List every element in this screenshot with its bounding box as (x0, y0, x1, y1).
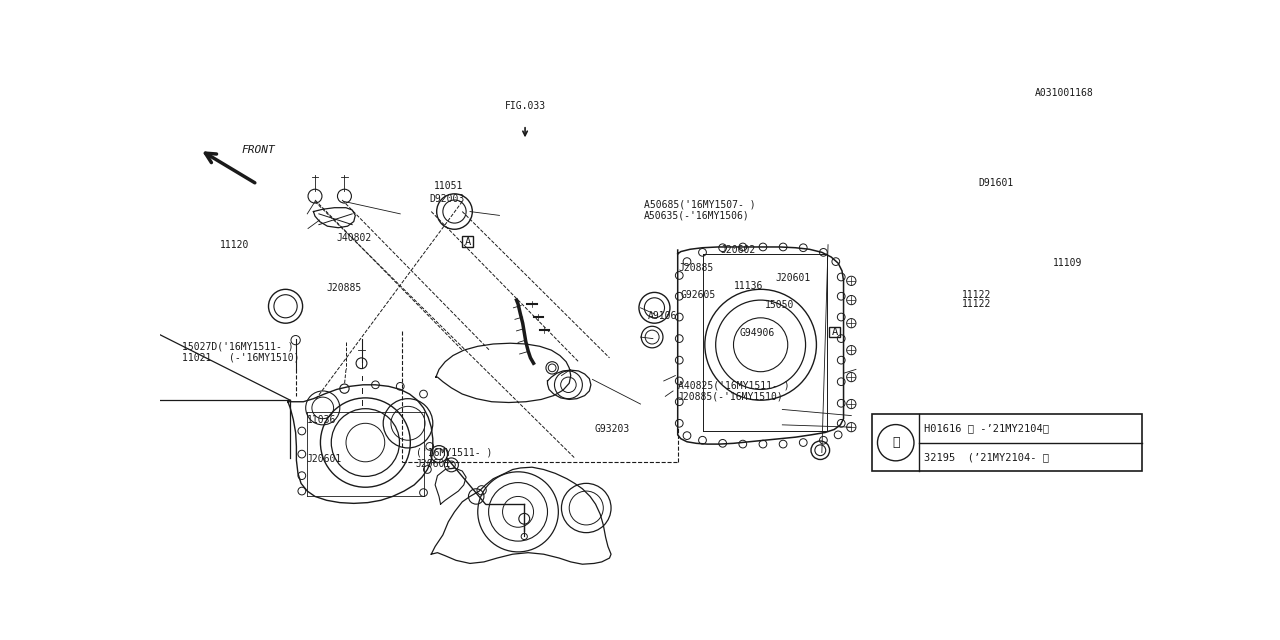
Text: 11109: 11109 (1053, 258, 1082, 268)
Text: J20601: J20601 (776, 273, 810, 283)
Text: J20601: J20601 (307, 454, 342, 464)
Text: J40802: J40802 (337, 234, 371, 243)
Text: 11021   (-'16MY1510): 11021 (-'16MY1510) (182, 353, 300, 363)
Text: J20601: J20601 (416, 459, 451, 468)
Text: G92605: G92605 (681, 290, 716, 300)
Text: 15050: 15050 (765, 300, 795, 310)
Text: FIG.033: FIG.033 (504, 101, 545, 111)
Text: J20885(-'16MY1510): J20885(-'16MY1510) (678, 391, 783, 401)
Text: J20885: J20885 (678, 263, 714, 273)
Text: D91601: D91601 (978, 178, 1014, 188)
Text: 11122: 11122 (961, 290, 991, 300)
Text: ('16MY1511- ): ('16MY1511- ) (416, 447, 493, 458)
Text: H01616 〈 -’21MY2104〉: H01616 〈 -’21MY2104〉 (924, 424, 1050, 433)
Text: 15027D('16MY1511- ): 15027D('16MY1511- ) (182, 342, 293, 352)
Bar (462, 237, 472, 247)
Text: G93203: G93203 (594, 424, 630, 434)
Text: A50635(-'16MY1506): A50635(-'16MY1506) (644, 211, 750, 221)
Text: 11122: 11122 (961, 300, 991, 310)
Text: 32195  (’21MY2104- 〉: 32195 (’21MY2104- 〉 (924, 452, 1050, 462)
Bar (829, 326, 840, 337)
Text: A: A (832, 327, 837, 337)
Text: 11036: 11036 (307, 415, 337, 426)
Text: A40825('16MY1511- ): A40825('16MY1511- ) (678, 380, 790, 390)
Text: 11051: 11051 (434, 181, 463, 191)
Text: A9106: A9106 (648, 311, 677, 321)
Text: FRONT: FRONT (242, 145, 275, 155)
Text: A031001168: A031001168 (1036, 88, 1093, 97)
Text: A: A (465, 237, 471, 247)
Text: ①: ① (892, 436, 900, 449)
Text: D92003: D92003 (430, 194, 465, 204)
Text: 11136: 11136 (733, 281, 763, 291)
Text: A50685('16MY1507- ): A50685('16MY1507- ) (644, 200, 755, 210)
Text: 11120: 11120 (220, 241, 248, 250)
Bar (872, 414, 1142, 471)
Text: G94906: G94906 (740, 328, 774, 338)
Text: J20885: J20885 (326, 283, 362, 292)
Text: J20602: J20602 (721, 245, 755, 255)
